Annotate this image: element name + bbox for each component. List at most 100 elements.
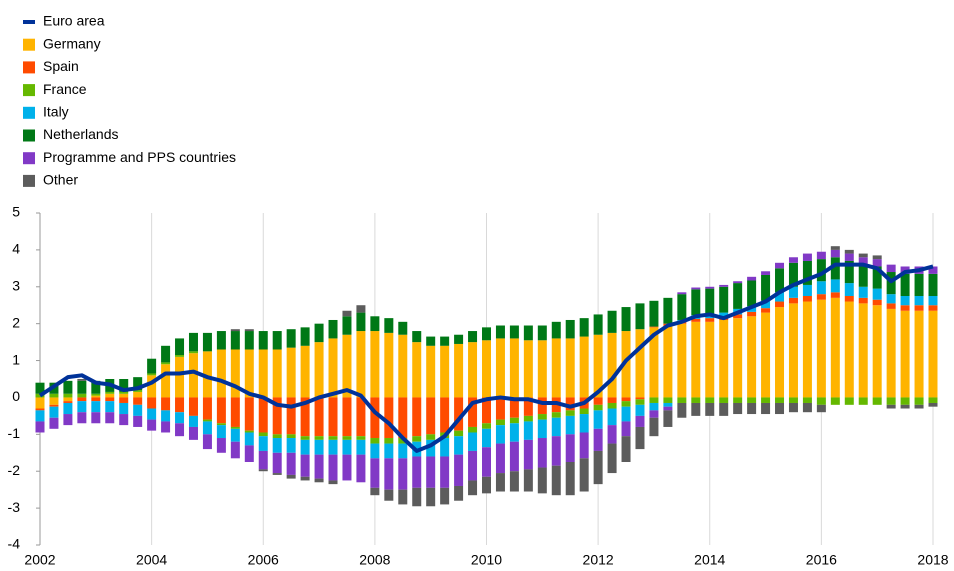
bar-segment <box>775 402 785 415</box>
bar-segment <box>649 300 659 327</box>
bar-segment <box>384 318 394 333</box>
bar-segment <box>872 255 882 260</box>
bar-segment <box>495 443 505 474</box>
bar-segment <box>258 331 268 350</box>
bar-segment <box>482 447 491 477</box>
bar-segment <box>858 297 868 304</box>
x-tick-label: 2004 <box>136 552 167 568</box>
bar-segment <box>761 312 771 398</box>
bar-segment <box>258 432 268 437</box>
bar-segment <box>830 249 840 258</box>
bar-segment <box>272 397 282 435</box>
bar-segment <box>844 397 854 405</box>
x-tick-label: 2002 <box>24 552 55 568</box>
bar-segment <box>216 423 226 426</box>
legend-swatch <box>23 106 35 119</box>
bar-segment <box>537 325 547 341</box>
bar-segment <box>593 314 603 335</box>
bar-segment <box>230 349 240 398</box>
bar-segment <box>175 397 185 413</box>
bar-segment <box>63 393 73 398</box>
bar-segment <box>216 425 226 439</box>
bar-segment <box>35 421 45 433</box>
bar-segment <box>356 312 366 332</box>
bar-segment <box>621 331 631 398</box>
bar-segment <box>495 325 505 339</box>
bar-segment <box>105 401 115 413</box>
bar-segment <box>830 257 840 280</box>
bar-segment <box>914 404 924 409</box>
bar-segment <box>119 393 129 398</box>
bar-segment <box>370 316 380 332</box>
bar-segment <box>928 310 938 398</box>
bar-segment <box>35 408 45 411</box>
bar-segment <box>509 338 519 398</box>
bar-segment <box>830 279 840 293</box>
bar-segment <box>663 397 673 403</box>
bar-segment <box>551 465 561 496</box>
bar-segment <box>384 458 394 490</box>
bar-segment <box>468 450 478 481</box>
bar-segment <box>523 325 533 341</box>
bar-segment <box>119 391 129 394</box>
bar-segment <box>495 473 505 492</box>
bar-segment <box>607 425 617 444</box>
bar-segment <box>607 443 617 474</box>
bar-segment <box>91 401 101 413</box>
bar-segment <box>733 283 743 309</box>
bar-segment <box>63 380 73 394</box>
bar-segment <box>161 421 171 433</box>
bar-segment <box>244 329 254 332</box>
bar-segment <box>537 419 547 439</box>
bar-segment <box>635 426 645 450</box>
bar-segment <box>733 281 743 284</box>
bar-segment <box>858 286 868 298</box>
bar-segment <box>91 395 101 398</box>
bar-segment <box>663 402 673 407</box>
bar-segment <box>356 305 366 313</box>
bar-segment <box>593 334 603 398</box>
bar-segment <box>858 257 868 265</box>
bar-segment <box>565 410 575 416</box>
bar-segment <box>858 397 868 405</box>
bar-segment <box>649 410 659 418</box>
bar-segment <box>398 489 408 505</box>
bar-segment <box>747 397 757 403</box>
bar-segment <box>635 415 645 427</box>
legend-label: Programme and PPS countries <box>43 149 236 165</box>
bar-segment <box>537 397 547 415</box>
bar-segment <box>105 393 115 398</box>
bar-segment <box>788 286 798 298</box>
bar-segment <box>147 373 157 376</box>
bar-segment <box>230 329 240 332</box>
bar-segment <box>914 273 924 296</box>
bar-segment <box>816 251 826 260</box>
bar-segment <box>202 397 212 420</box>
bar-segment <box>147 375 157 398</box>
bar-segment <box>454 485 464 501</box>
bar-segment <box>649 327 659 398</box>
bar-segment <box>328 397 338 437</box>
bar-segment <box>216 438 226 453</box>
bar-segment <box>77 397 87 402</box>
bar-segment <box>105 412 115 424</box>
bar-segment <box>412 456 422 488</box>
bar-segment <box>426 397 436 435</box>
bar-segment <box>188 397 198 416</box>
bar-segment <box>300 345 310 398</box>
legend-swatch <box>23 152 35 165</box>
bar-segment <box>816 294 826 300</box>
bar-segment <box>49 417 59 429</box>
bar-segment <box>495 397 505 420</box>
bar-segment <box>161 397 171 411</box>
bar-segment <box>747 402 757 415</box>
bar-segment <box>356 397 366 437</box>
x-tick-label: 2016 <box>806 552 837 568</box>
bar-segment <box>621 401 631 407</box>
bar-segment <box>677 402 687 418</box>
bar-segment <box>733 397 743 403</box>
bar-segment <box>133 377 143 391</box>
legend-label: Euro area <box>43 13 105 29</box>
bar-segment <box>412 436 422 442</box>
bar-segment <box>593 450 603 485</box>
